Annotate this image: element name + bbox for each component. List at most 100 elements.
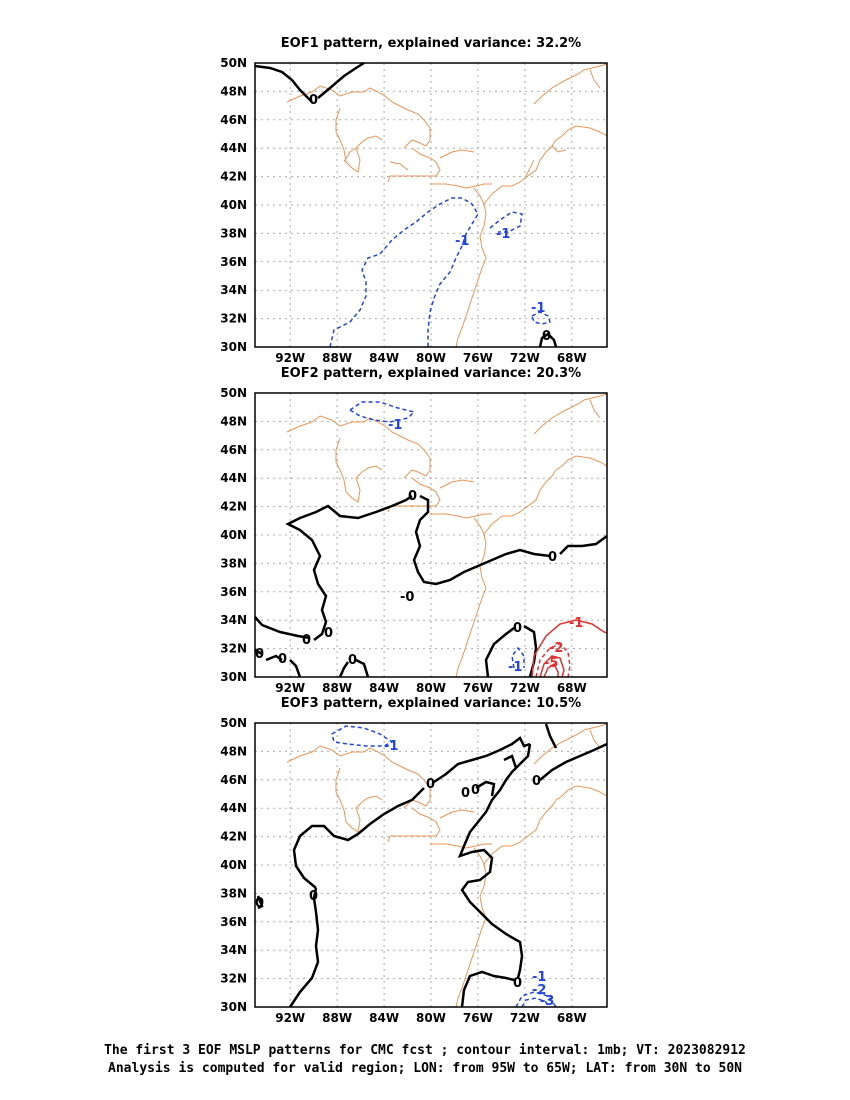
caption-line-1: The first 3 EOF MSLP patterns for CMC fc… bbox=[104, 1043, 746, 1058]
panel1-contours bbox=[254, 61, 558, 348]
lat-tick-label: 46N bbox=[220, 443, 247, 457]
lat-tick-label: 36N bbox=[220, 255, 247, 269]
lat-tick-label: 40N bbox=[220, 528, 247, 542]
lat-tick-label: 42N bbox=[220, 170, 247, 184]
lon-tick-label: 92W bbox=[275, 681, 305, 695]
lat-tick-label: 32N bbox=[220, 312, 247, 326]
contour-label: 0 bbox=[348, 653, 357, 668]
lon-tick-label: 92W bbox=[275, 351, 305, 365]
contour-label: 0 bbox=[426, 777, 435, 792]
contour-label: 0 bbox=[255, 896, 264, 911]
lat-tick-label: 38N bbox=[220, 226, 247, 240]
panel1-lat-labels: 50N 48N 46N 44N 42N 40N 38N 36N 34N 32N … bbox=[220, 56, 247, 354]
lon-tick-label: 88W bbox=[322, 351, 352, 365]
lat-tick-label: 34N bbox=[220, 613, 247, 627]
contour-label: -2 bbox=[549, 641, 563, 656]
contour-label: 0 bbox=[471, 783, 480, 798]
lon-tick-label: 88W bbox=[322, 681, 352, 695]
lat-tick-label: 44N bbox=[220, 801, 247, 815]
figure-caption: The first 3 EOF MSLP patterns for CMC fc… bbox=[0, 1042, 850, 1078]
lat-tick-label: 30N bbox=[220, 340, 247, 354]
lon-tick-label: 76W bbox=[463, 351, 493, 365]
lon-tick-label: 84W bbox=[369, 351, 399, 365]
lon-tick-label: 84W bbox=[369, 1011, 399, 1025]
panel1-coastlines bbox=[286, 63, 608, 348]
lat-tick-label: 50N bbox=[220, 56, 247, 70]
contour-label: 0 bbox=[309, 93, 318, 108]
lat-tick-label: 44N bbox=[220, 141, 247, 155]
lat-tick-label: 36N bbox=[220, 585, 247, 599]
contour-label: 0 bbox=[278, 652, 287, 667]
lat-tick-label: 36N bbox=[220, 915, 247, 929]
contour-label: -3 bbox=[540, 994, 554, 1009]
panel3-frame bbox=[254, 722, 608, 1008]
panel2-lon-labels: 92W 88W 84W 80W 76W 72W 68W bbox=[275, 681, 587, 695]
panel2-grid bbox=[255, 393, 607, 677]
contour-label: -1 bbox=[384, 739, 398, 754]
contour-label: 0 bbox=[408, 489, 417, 504]
contour-label: 0 bbox=[513, 976, 522, 991]
lon-tick-label: 68W bbox=[557, 681, 587, 695]
panel3-contours bbox=[256, 723, 608, 1008]
lat-tick-label: 48N bbox=[220, 744, 247, 758]
panel1-contour-labels: 0 -1 -1 -1 0 bbox=[309, 93, 551, 344]
lat-tick-label: 32N bbox=[220, 642, 247, 656]
lat-tick-label: 46N bbox=[220, 113, 247, 127]
caption-line-2: Analysis is computed for valid region; L… bbox=[108, 1061, 742, 1076]
panel3-lon-labels: 92W 88W 84W 80W 76W 72W 68W bbox=[275, 1011, 587, 1025]
lon-tick-label: 68W bbox=[557, 1011, 587, 1025]
panel1-grid bbox=[255, 63, 607, 347]
lat-tick-label: 48N bbox=[220, 414, 247, 428]
lat-tick-label: 48N bbox=[220, 84, 247, 98]
contour-label: 0 bbox=[548, 550, 557, 565]
panel2-title: EOF2 pattern, explained variance: 20.3% bbox=[280, 366, 582, 381]
panel2-lat-labels: 50N 48N 46N 44N 42N 40N 38N 36N 34N 32N … bbox=[220, 386, 247, 684]
panel3-coastlines bbox=[286, 723, 608, 1008]
panel3-title: EOF3 pattern, explained variance: 10.5% bbox=[280, 696, 582, 711]
lat-tick-label: 34N bbox=[220, 283, 247, 297]
lon-tick-label: 68W bbox=[557, 351, 587, 365]
lon-tick-label: 76W bbox=[463, 1011, 493, 1025]
contour-label: 0 bbox=[513, 621, 522, 636]
contour-label: -1 bbox=[455, 234, 469, 249]
lat-tick-label: 30N bbox=[220, 670, 247, 684]
contour-label: 0 bbox=[324, 626, 333, 641]
lat-tick-label: 34N bbox=[220, 943, 247, 957]
lat-tick-label: 46N bbox=[220, 773, 247, 787]
lon-tick-label: 88W bbox=[322, 1011, 352, 1025]
lat-tick-label: 50N bbox=[220, 716, 247, 730]
contour-label: 0 bbox=[302, 633, 311, 648]
lat-tick-label: 38N bbox=[220, 886, 247, 900]
lon-tick-label: 80W bbox=[416, 681, 446, 695]
lat-tick-label: 42N bbox=[220, 830, 247, 844]
panel2-contours bbox=[254, 401, 608, 678]
panel3-contour-labels: -1 0 0 0 0 0 0 0 -1 -2 -3 bbox=[255, 739, 554, 1009]
lat-tick-label: 40N bbox=[220, 198, 247, 212]
lat-tick-label: 40N bbox=[220, 858, 247, 872]
contour-label: -1 bbox=[388, 418, 402, 433]
lat-tick-label: 44N bbox=[220, 471, 247, 485]
lon-tick-label: 76W bbox=[463, 681, 493, 695]
panel1-lon-labels: 92W 88W 84W 80W 76W 72W 68W bbox=[275, 351, 587, 365]
contour-label: 0 bbox=[461, 786, 470, 801]
contour-label: -2 bbox=[532, 983, 546, 998]
lon-tick-label: 80W bbox=[416, 1011, 446, 1025]
lat-tick-label: 32N bbox=[220, 972, 247, 986]
lat-tick-label: 50N bbox=[220, 386, 247, 400]
panel2-frame bbox=[254, 392, 608, 678]
contour-label: -0 bbox=[400, 590, 414, 605]
panel3-grid bbox=[255, 723, 607, 1007]
contour-label: -5 bbox=[544, 656, 558, 671]
lat-tick-label: 38N bbox=[220, 556, 247, 570]
lon-tick-label: 72W bbox=[510, 681, 540, 695]
lon-tick-label: 72W bbox=[510, 351, 540, 365]
contour-label: 0 bbox=[542, 329, 551, 344]
lon-tick-label: 72W bbox=[510, 1011, 540, 1025]
contour-label: 0 bbox=[255, 647, 264, 662]
contour-label: -1 bbox=[531, 301, 545, 316]
panel2-coastlines bbox=[286, 393, 608, 678]
lon-tick-label: 80W bbox=[416, 351, 446, 365]
contour-label: -1 bbox=[496, 227, 510, 242]
